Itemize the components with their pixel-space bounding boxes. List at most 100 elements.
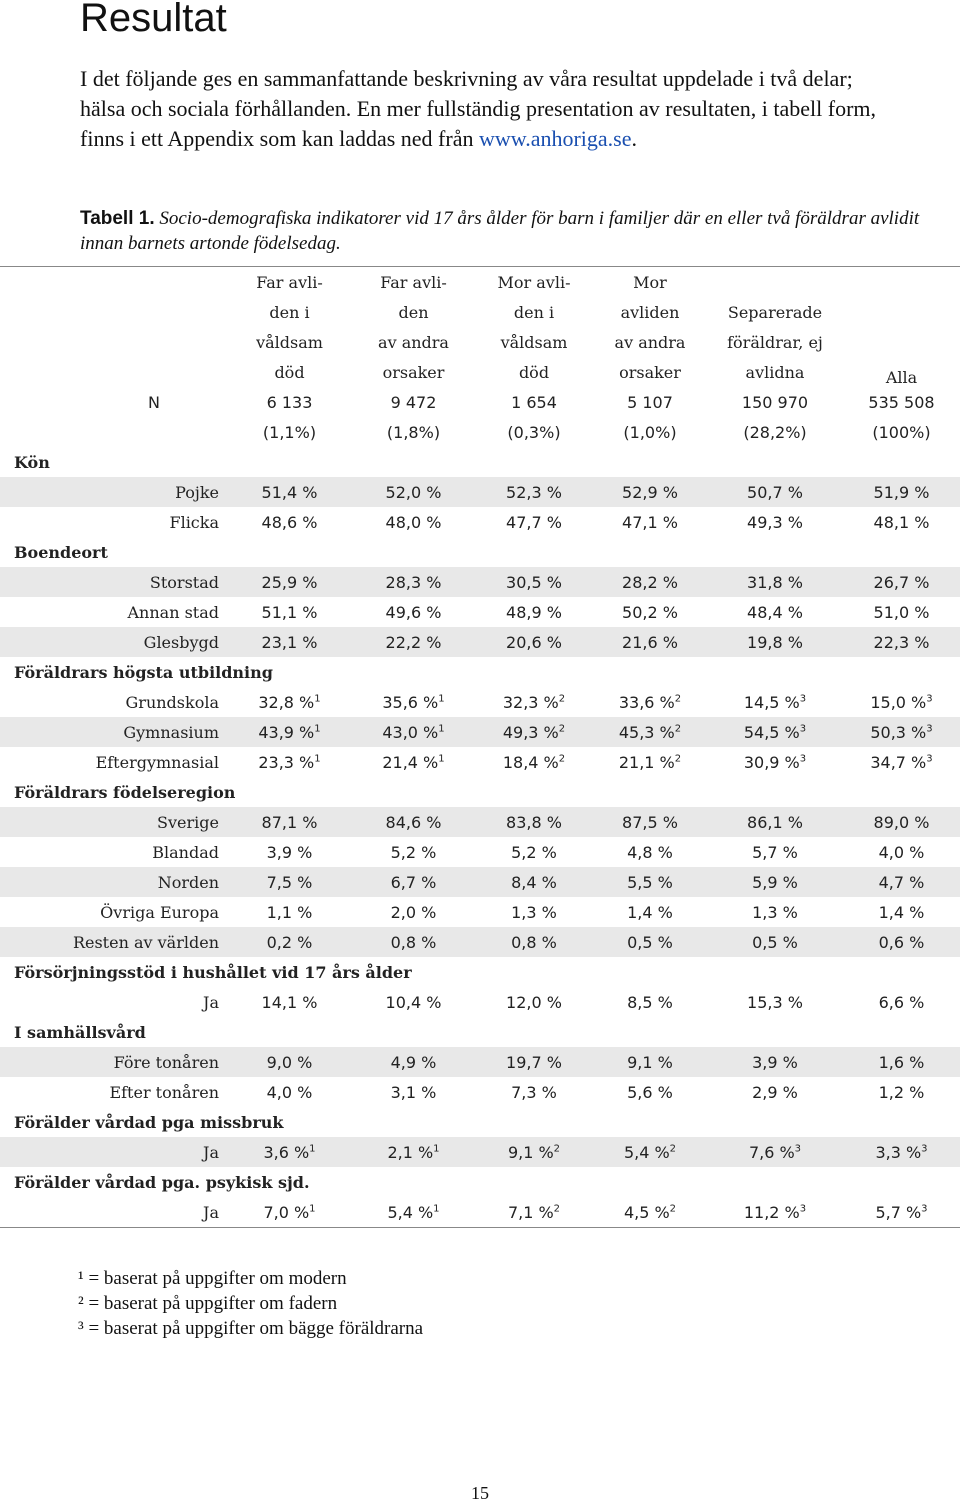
cell-value: 1,4 %	[878, 902, 925, 922]
footnote-marker: 3	[926, 723, 933, 735]
column-header: Alla	[885, 368, 918, 387]
table-cell: 5,5 %	[593, 867, 707, 897]
cell-value: 1,1 %	[266, 902, 313, 922]
row-label: Gymnasium	[0, 717, 227, 747]
table-cell: 3,3 %3	[843, 1137, 960, 1167]
cell-value: 3,3 %	[875, 1142, 922, 1162]
table-cell: 10,4 %	[352, 987, 475, 1017]
cell-value: 3,9 %	[752, 1052, 798, 1072]
cell-value: 52,0 %	[385, 482, 442, 502]
cell-value: 25,9 %	[261, 572, 318, 592]
table-cell: 6,7 %	[352, 867, 475, 897]
data-table: Far avli- Far avli- Mor avli- Mor den i den de…	[0, 266, 960, 1228]
website-link[interactable]: www.anhoriga.se	[478, 126, 632, 151]
table-cell: 5,6 %	[593, 1077, 707, 1107]
table-cell: 83,8 %	[475, 807, 593, 837]
cell-value: 2,0 %	[390, 902, 437, 922]
footnote: ² = baserat på uppgifter om fadern	[78, 1293, 338, 1314]
table-cell: 1,1 %	[227, 897, 352, 927]
cell-value: 48,4 %	[747, 602, 803, 622]
cell-value: 0,6 %	[878, 932, 925, 952]
table-cell: 86,1 %	[707, 807, 843, 837]
column-header: våldsam	[256, 332, 323, 352]
column-header	[707, 266, 843, 297]
table-cell: 30,9 %3	[707, 747, 843, 777]
table-cell: 22,3 %	[843, 627, 960, 657]
footnote-marker: 3	[799, 1203, 807, 1215]
table-cell: 5,4 %1	[352, 1197, 475, 1228]
table-cell: 19,8 %	[707, 627, 843, 657]
row-label: Blandad	[152, 842, 219, 862]
footnote-marker: 3	[799, 693, 807, 705]
row-label: Eftergymnasial	[95, 752, 219, 772]
n-percent-row: (1,1%) (1,8%) (0,3%) (1,0%) (28,2%) (100%)	[0, 417, 960, 447]
cell-value: 19,7 %	[506, 1052, 562, 1072]
cell-value: 6,7 %	[390, 872, 437, 892]
cell-value: 51,4 %	[261, 482, 318, 502]
cell-value: 35,6 %	[382, 692, 439, 712]
table-cell: 52,9 %	[593, 477, 707, 507]
n-count: 9 472	[390, 392, 437, 412]
table-cell: 52,0 %	[352, 477, 475, 507]
table-cell: 4,9 %	[352, 1047, 475, 1077]
table-cell: 7,5 %	[227, 867, 352, 897]
table-cell: 5,2 %	[352, 837, 475, 867]
table-cell: 14,5 %3	[707, 687, 843, 717]
column-header: orsaker	[619, 362, 681, 382]
footnote-marker: 1	[309, 1143, 316, 1155]
n-percent: (100%)	[872, 422, 931, 442]
table-cell: 32,8 %1	[227, 687, 352, 717]
page-number: 15	[471, 1483, 489, 1503]
cell-value: 14,1 %	[261, 992, 318, 1012]
cell-value: 4,0 %	[266, 1082, 313, 1102]
table-row: Flicka 48,6 % 48,0 % 47,7 % 47,1 % 49,3 % 48,1…	[0, 507, 960, 537]
table-cell: 28,3 %	[352, 567, 475, 597]
column-header	[843, 327, 960, 357]
cell-value: 43,0 %	[382, 722, 439, 742]
footnote-marker: 3	[926, 693, 933, 705]
table-cell: 11,2 %3	[707, 1197, 843, 1228]
table-cell: 48,9 %	[475, 597, 593, 627]
intro-end: .	[631, 126, 638, 151]
cell-value: 45,3 %	[618, 722, 675, 742]
row-label: Ja	[0, 1197, 227, 1228]
cell-value: 48,1 %	[873, 512, 930, 532]
table-cell: 15,0 %3	[843, 687, 960, 717]
table-cell: 48,6 %	[227, 507, 352, 537]
row-label: Pojke	[0, 477, 227, 507]
header-row: Far avli- Far avli- Mor avli- Mor	[0, 266, 960, 297]
table-row: Resten av världen 0,2 % 0,8 % 0,8 % 0,5 % 0,5…	[0, 927, 960, 957]
table-cell: 0,5 %	[593, 927, 707, 957]
table-cell: 21,1 %2	[593, 747, 707, 777]
table-cell: 6,6 %	[843, 987, 960, 1017]
cell-value: 47,1 %	[622, 512, 678, 532]
table-cell: 23,3 %1	[227, 747, 352, 777]
table-cell: 1,6 %	[843, 1047, 960, 1077]
n-count: 150 970	[741, 392, 809, 412]
table-cell: 18,4 %2	[475, 747, 593, 777]
section-title: I samhällsvård	[14, 1022, 146, 1042]
column-header: våldsam	[500, 332, 568, 352]
cell-value: 7,3 %	[511, 1082, 557, 1102]
cell-value: 22,2 %	[385, 632, 442, 652]
cell-value: 49,3 %	[747, 512, 803, 532]
table-cell: 8,5 %	[593, 987, 707, 1017]
column-header: avliden	[620, 302, 680, 322]
cell-value: 0,8 %	[390, 932, 437, 952]
table-cell: 1,4 %	[843, 897, 960, 927]
cell-value: 23,1 %	[261, 632, 318, 652]
table-cell: 4,7 %	[843, 867, 960, 897]
cell-value: 47,7 %	[506, 512, 562, 532]
footnote-marker: 2	[674, 693, 682, 705]
cell-value: 49,6 %	[385, 602, 442, 622]
cell-value: 8,4 %	[511, 872, 557, 892]
cell-value: 5,7 %	[752, 842, 798, 862]
table-cell: 25,9 %	[227, 567, 352, 597]
footnotes: ¹ = baserat på uppgifter om modern ² = b…	[78, 1266, 423, 1341]
table-cell: 4,5 %2	[593, 1197, 707, 1228]
table-caption-label: Tabell 1.	[80, 208, 155, 229]
cell-value: 0,5 %	[627, 932, 673, 952]
cell-value: 9,1 %	[627, 1052, 673, 1072]
table-cell: 54,5 %3	[707, 717, 843, 747]
table-cell: 8,4 %	[475, 867, 593, 897]
